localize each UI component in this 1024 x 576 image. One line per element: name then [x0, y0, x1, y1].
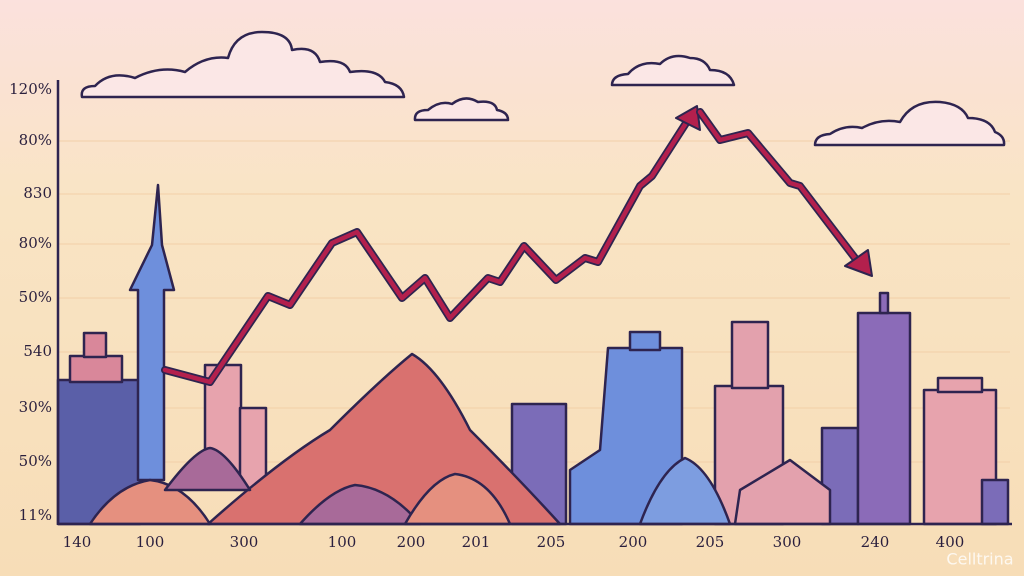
- x-axis-label: 300: [773, 533, 802, 551]
- x-axis-label: 100: [136, 533, 165, 551]
- x-axis-label: 400: [936, 533, 965, 551]
- y-axis-label: 50%: [19, 452, 52, 470]
- y-axis-label: 11%: [19, 506, 52, 524]
- y-axis-label: 540: [23, 342, 52, 360]
- y-axis-label: 30%: [19, 398, 52, 416]
- x-axis-label: 300: [230, 533, 259, 551]
- y-axis-label: 830: [23, 184, 52, 202]
- hills: [88, 352, 832, 526]
- x-axis-label: 200: [397, 533, 426, 551]
- y-axis-label: 80%: [19, 234, 52, 252]
- clouds: [80, 30, 1006, 147]
- x-axis-label: 205: [696, 533, 725, 551]
- watermark: Celltrina: [946, 550, 1013, 569]
- x-axis-label: 200: [619, 533, 648, 551]
- x-axis-label: 140: [63, 533, 92, 551]
- y-axis-label: 120%: [9, 80, 52, 98]
- y-axis-label: 50%: [19, 288, 52, 306]
- x-axis-label: 201: [462, 533, 491, 551]
- x-axis-label: 205: [537, 533, 566, 551]
- x-axis-label: 240: [861, 533, 890, 551]
- trend-arrow: [161, 105, 873, 386]
- y-axis-label: 80%: [19, 131, 52, 149]
- axes: [56, 80, 1012, 526]
- x-axis-label: 100: [328, 533, 357, 551]
